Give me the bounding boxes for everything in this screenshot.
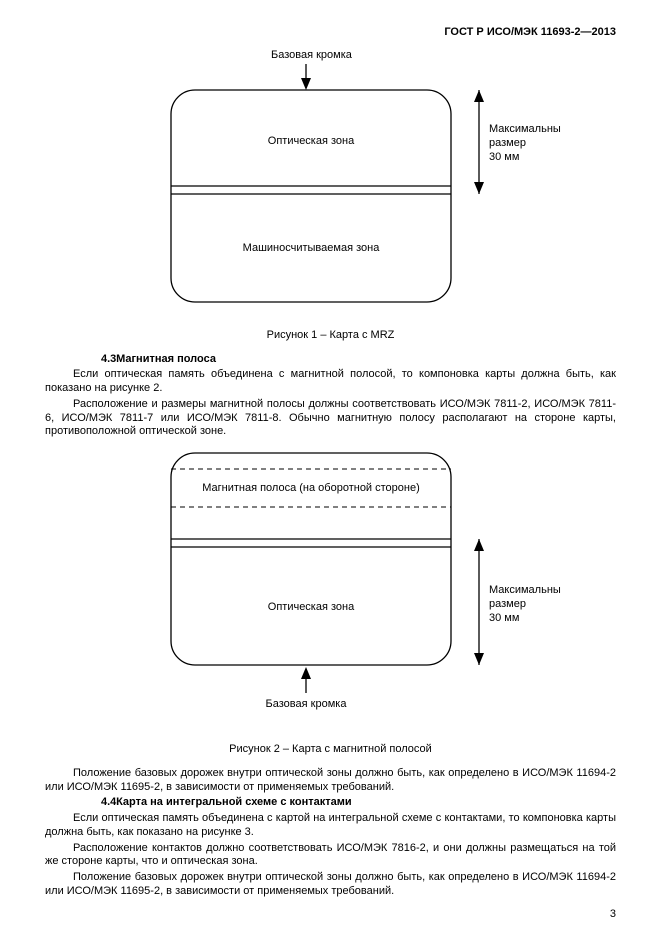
page: ГОСТ Р ИСО/МЭК 11693-2—2013 Базовая кром…: [0, 0, 661, 936]
section-title: Магнитная полоса: [116, 353, 216, 365]
p-after-fig2: Положение базовых дорожек внутри оптичес…: [45, 767, 616, 795]
p-4-3-2: Расположение и размеры магнитной полосы …: [45, 398, 616, 439]
section-title: Карта на интегральной схеме с контактами: [116, 796, 352, 808]
figure-2-caption: Рисунок 2 – Карта с магнитной полосой: [45, 743, 616, 757]
fig1-side-l2: размер: [489, 137, 526, 149]
p-4-4-2: Расположение контактов должно соответств…: [45, 842, 616, 870]
card-outline: [171, 90, 451, 302]
fig2-side-l1: Максимальный: [489, 584, 561, 596]
section-4-3-head: 4.3 Магнитная полоса: [45, 353, 616, 367]
doc-header: ГОСТ Р ИСО/МЭК 11693-2—2013: [45, 26, 616, 40]
figure-1: Базовая кромка Оптическая зона Машиносчи…: [45, 46, 616, 321]
fig1-optical-zone: Оптическая зона: [267, 135, 354, 147]
dim-arrow-top: [474, 539, 484, 551]
fig1-side-l3: 30 мм: [489, 151, 519, 163]
figure-2-svg: Магнитная полоса (на оборотной стороне) …: [101, 445, 561, 735]
arrow-head: [301, 78, 311, 90]
fig2-optical-zone: Оптическая зона: [267, 601, 354, 613]
dim-arrow-bot: [474, 182, 484, 194]
arrow-head: [301, 667, 311, 679]
dim-arrow-top: [474, 90, 484, 102]
figure-1-caption: Рисунок 1 – Карта с MRZ: [45, 329, 616, 343]
fig2-bottom-label: Базовая кромка: [265, 698, 347, 710]
page-number: 3: [610, 908, 616, 922]
figure-2: Магнитная полоса (на оборотной стороне) …: [45, 445, 616, 735]
fig2-side-l2: размер: [489, 598, 526, 610]
dim-arrow-bot: [474, 653, 484, 665]
fig1-mrz-zone: Машиносчитываемая зона: [242, 242, 380, 254]
p-4-4-3: Положение базовых дорожек внутри оптичес…: [45, 871, 616, 899]
fig1-side-l1: Максимальный: [489, 123, 561, 135]
fig1-top-label: Базовая кромка: [271, 49, 353, 61]
section-num: 4.4: [73, 796, 113, 810]
fig2-mag-label: Магнитная полоса (на оборотной стороне): [202, 482, 420, 494]
p-4-4-1: Если оптическая память объединена с карт…: [45, 812, 616, 840]
section-4-4-head: 4.4 Карта на интегральной схеме с контак…: [45, 796, 616, 810]
p-4-3-1: Если оптическая память объединена с магн…: [45, 368, 616, 396]
fig2-side-l3: 30 мм: [489, 612, 519, 624]
section-num: 4.3: [73, 353, 113, 367]
figure-1-svg: Базовая кромка Оптическая зона Машиносчи…: [101, 46, 561, 321]
